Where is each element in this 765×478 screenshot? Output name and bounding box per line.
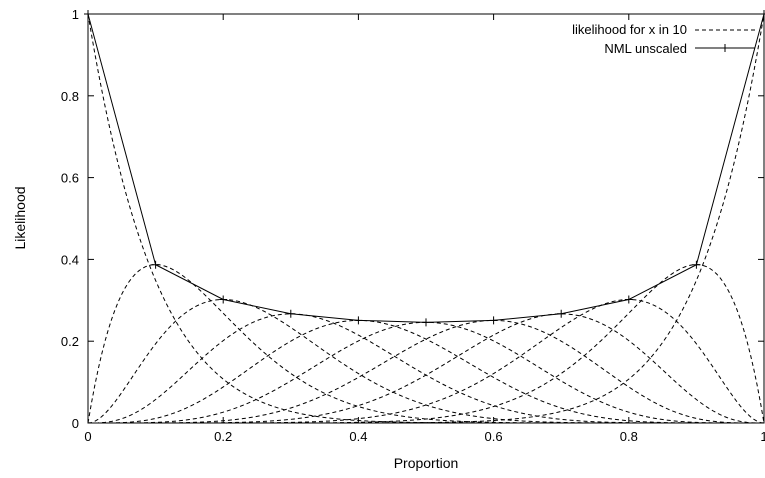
- y-tick-label: 0.6: [61, 171, 79, 186]
- likelihood-curve-k9: [88, 264, 765, 424]
- plot-frame: [87, 13, 765, 424]
- nml-point: [354, 316, 363, 325]
- nml-series: [84, 10, 765, 327]
- nml-point: [286, 309, 295, 318]
- x-tick-label: 0.2: [214, 429, 232, 444]
- y-tick-label: 0: [72, 416, 79, 431]
- x-tick-label: 0.8: [620, 429, 638, 444]
- x-tick-label: 0.6: [485, 429, 503, 444]
- likelihood-curve-k0: [87, 13, 764, 424]
- nml-point: [489, 316, 498, 325]
- legend: likelihood for x in 10 NML unscaled: [572, 22, 755, 56]
- nml-point: [624, 295, 633, 304]
- x-tick-label: 0.4: [349, 429, 367, 444]
- ticks-layer: 0 0.2 0.4 0.6 0.8 1 0 0.2 0.4 0.6 0.8 1: [61, 7, 765, 444]
- likelihood-curves: [87, 13, 765, 424]
- likelihood-curve-k4: [88, 319, 764, 424]
- legend-label-likelihood: likelihood for x in 10: [572, 22, 687, 37]
- likelihood-curve-k6: [88, 319, 764, 424]
- x-tick-label: 0: [84, 429, 91, 444]
- y-tick-label: 0.2: [61, 334, 79, 349]
- nml-point: [557, 309, 566, 318]
- y-axis-label: Likelihood: [12, 186, 28, 249]
- y-tick-label: 1: [72, 7, 79, 22]
- nml-point: [692, 260, 701, 269]
- nml-point: [151, 260, 160, 269]
- legend-label-nml: NML unscaled: [604, 41, 687, 56]
- nml-point: [760, 10, 765, 18]
- nml-line: [87, 13, 765, 323]
- likelihood-curve-k1: [87, 264, 764, 424]
- y-tick-label: 0.4: [61, 252, 79, 267]
- likelihood-curve-k5: [88, 321, 764, 424]
- nml-point: [219, 295, 228, 304]
- nml-point: [422, 318, 430, 327]
- likelihood-curve-k10: [88, 13, 765, 424]
- likelihood-curve-k8: [88, 298, 765, 424]
- legend-swatch-nml-marker: [721, 44, 729, 52]
- nml-point: [84, 10, 92, 18]
- likelihood-curve-k2: [87, 298, 764, 424]
- x-axis-label: Proportion: [394, 455, 459, 471]
- x-tick-label: 1: [760, 429, 765, 444]
- y-tick-label: 0.8: [61, 89, 79, 104]
